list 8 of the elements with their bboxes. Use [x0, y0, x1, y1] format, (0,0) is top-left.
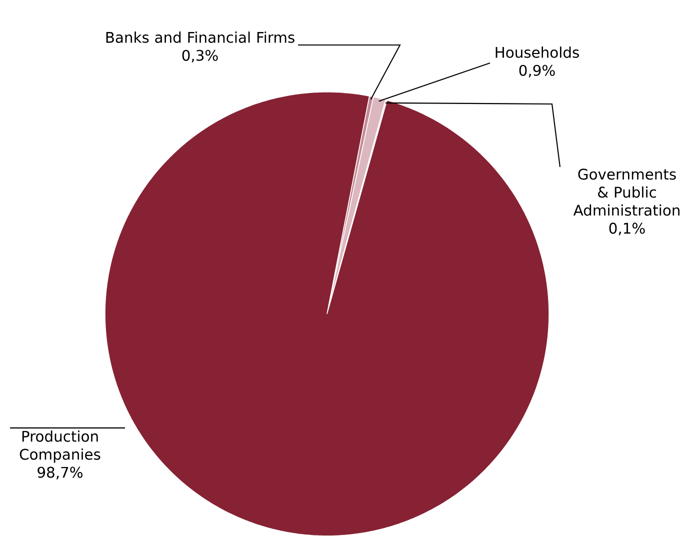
data-label: 98,7% — [38, 466, 82, 480]
data-label: 0,3% — [182, 50, 218, 62]
slice-label: Governments & Public Administration — [573, 168, 680, 216]
slice-label: Production Companies — [20, 430, 100, 463]
slice-label: Households — [496, 46, 579, 58]
slice-label: Banks and Financial Firms — [106, 31, 294, 43]
data-label: 0,9% — [519, 64, 555, 78]
data-label: 0,1% — [609, 222, 645, 236]
